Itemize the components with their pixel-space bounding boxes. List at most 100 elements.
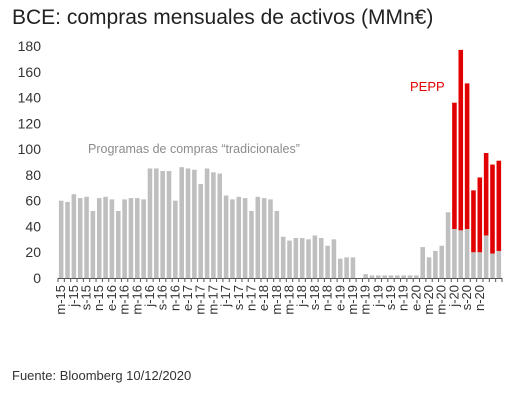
traditional-bar (306, 239, 311, 278)
x-tick-label: e-17 (180, 285, 195, 311)
x-tick-label: n-18 (320, 285, 335, 311)
traditional-bar (445, 212, 451, 278)
traditional-bar (426, 257, 432, 278)
x-tick-label: s-19 (383, 285, 398, 310)
y-tick-label: 40 (25, 218, 41, 234)
traditional-bar (109, 199, 115, 278)
pepp-bar (483, 152, 489, 236)
pepp-bar (477, 177, 483, 253)
traditional-bar (483, 235, 489, 278)
x-tick-label: m-20 (434, 285, 449, 315)
x-tick-label: j-15 (66, 285, 81, 308)
y-tick-label: 140 (18, 90, 42, 106)
traditional-bar (268, 199, 273, 278)
traditional-bar (204, 168, 210, 278)
x-tick-label: j-17 (218, 285, 233, 308)
traditional-bar (65, 201, 70, 278)
x-tick-label: m-15 (53, 285, 68, 315)
traditional-bar (58, 200, 64, 278)
source-note: Fuente: Bloomberg 10/12/2020 (12, 368, 192, 383)
traditional-bar (471, 252, 476, 278)
traditional-bar (141, 199, 146, 278)
x-tick-label: m-17 (193, 285, 208, 315)
x-tick-label: j-16 (142, 285, 157, 308)
traditional-bar (274, 210, 280, 278)
bars (58, 49, 502, 278)
traditional-bar (115, 210, 121, 278)
x-tick-label: m-19 (358, 285, 373, 315)
traditional-bar (192, 169, 197, 278)
x-tick-label: m-20 (421, 285, 436, 315)
pepp-bar (496, 160, 502, 251)
traditional-bar (420, 247, 425, 278)
traditional-bar (369, 275, 375, 278)
y-tick-label: 60 (25, 193, 41, 209)
traditional-bar (96, 198, 102, 278)
x-tick-label: e-20 (408, 285, 423, 311)
traditional-bar (128, 198, 134, 278)
y-tick-label: 100 (18, 141, 42, 157)
traditional-bar (77, 198, 83, 278)
traditional-bar (211, 172, 216, 278)
y-axis: 0 20 40 60 80 100 120 140 160 180 (18, 38, 42, 286)
traditional-bar (90, 210, 96, 278)
traditional-bar (350, 257, 356, 278)
y-tick-label: 0 (33, 270, 41, 286)
traditional-bar (147, 168, 153, 278)
traditional-bar (179, 167, 184, 278)
traditional-bar (249, 210, 254, 278)
traditional-bar (433, 250, 438, 278)
traditional-bar (318, 238, 324, 278)
traditional-bar (122, 199, 127, 278)
traditional-bar (166, 171, 172, 278)
x-tick-label: m-16 (129, 285, 144, 315)
traditional-bar (280, 236, 286, 278)
traditional-bar (331, 239, 337, 278)
traditional-bar (173, 200, 178, 278)
x-tick-label: s-16 (155, 285, 170, 310)
traditional-bar (439, 245, 445, 278)
traditional-bar (299, 238, 305, 278)
traditional-bar (496, 250, 502, 278)
y-tick-label: 180 (18, 38, 42, 54)
traditional-bar (376, 275, 381, 278)
x-tick-label: n-20 (472, 285, 487, 311)
traditional-bar (84, 196, 89, 278)
traditional-bar (160, 171, 165, 278)
x-tick-label: s-17 (231, 285, 246, 310)
x-axis: m-15j-15s-15n-15e-16m-16m-16j-16s-16n-16… (53, 278, 503, 315)
traditional-bar (337, 258, 343, 278)
x-tick-label: n-17 (243, 285, 258, 311)
x-tick-label: n-16 (167, 285, 182, 311)
x-tick-label: j-18 (294, 285, 309, 308)
traditional-bar (293, 238, 299, 278)
x-tick-label: e-16 (104, 285, 119, 311)
traditional-bar (287, 240, 292, 278)
traditional-bar (230, 199, 235, 278)
x-tick-label: s-20 (459, 285, 474, 310)
traditional-bar (395, 275, 400, 278)
traditional-bar (223, 195, 229, 278)
traditional-bar (185, 168, 191, 278)
traditional-bar (325, 245, 330, 278)
traditional-bar (401, 275, 406, 278)
traditional-bar (407, 275, 413, 278)
traditional-bar (464, 229, 470, 278)
traditional-bar (382, 275, 387, 278)
chart-title: BCE: compras mensuales de activos (MMn€) (12, 6, 434, 29)
traditional-bar (388, 275, 394, 278)
traditional-bar (255, 196, 261, 278)
x-tick-label: n-15 (91, 285, 106, 311)
traditional-bar (477, 252, 483, 278)
traditional-bar (312, 235, 318, 278)
pepp-bar (471, 190, 476, 253)
x-tick-label: m-18 (269, 285, 284, 315)
traditional-bar (217, 173, 223, 278)
traditional-bar (344, 257, 349, 278)
traditional-bar (458, 230, 464, 278)
x-tick-label: s-18 (307, 285, 322, 310)
traditional-bar (154, 168, 159, 278)
x-tick-label: e-18 (256, 285, 271, 311)
y-tick-label: 160 (18, 64, 42, 80)
